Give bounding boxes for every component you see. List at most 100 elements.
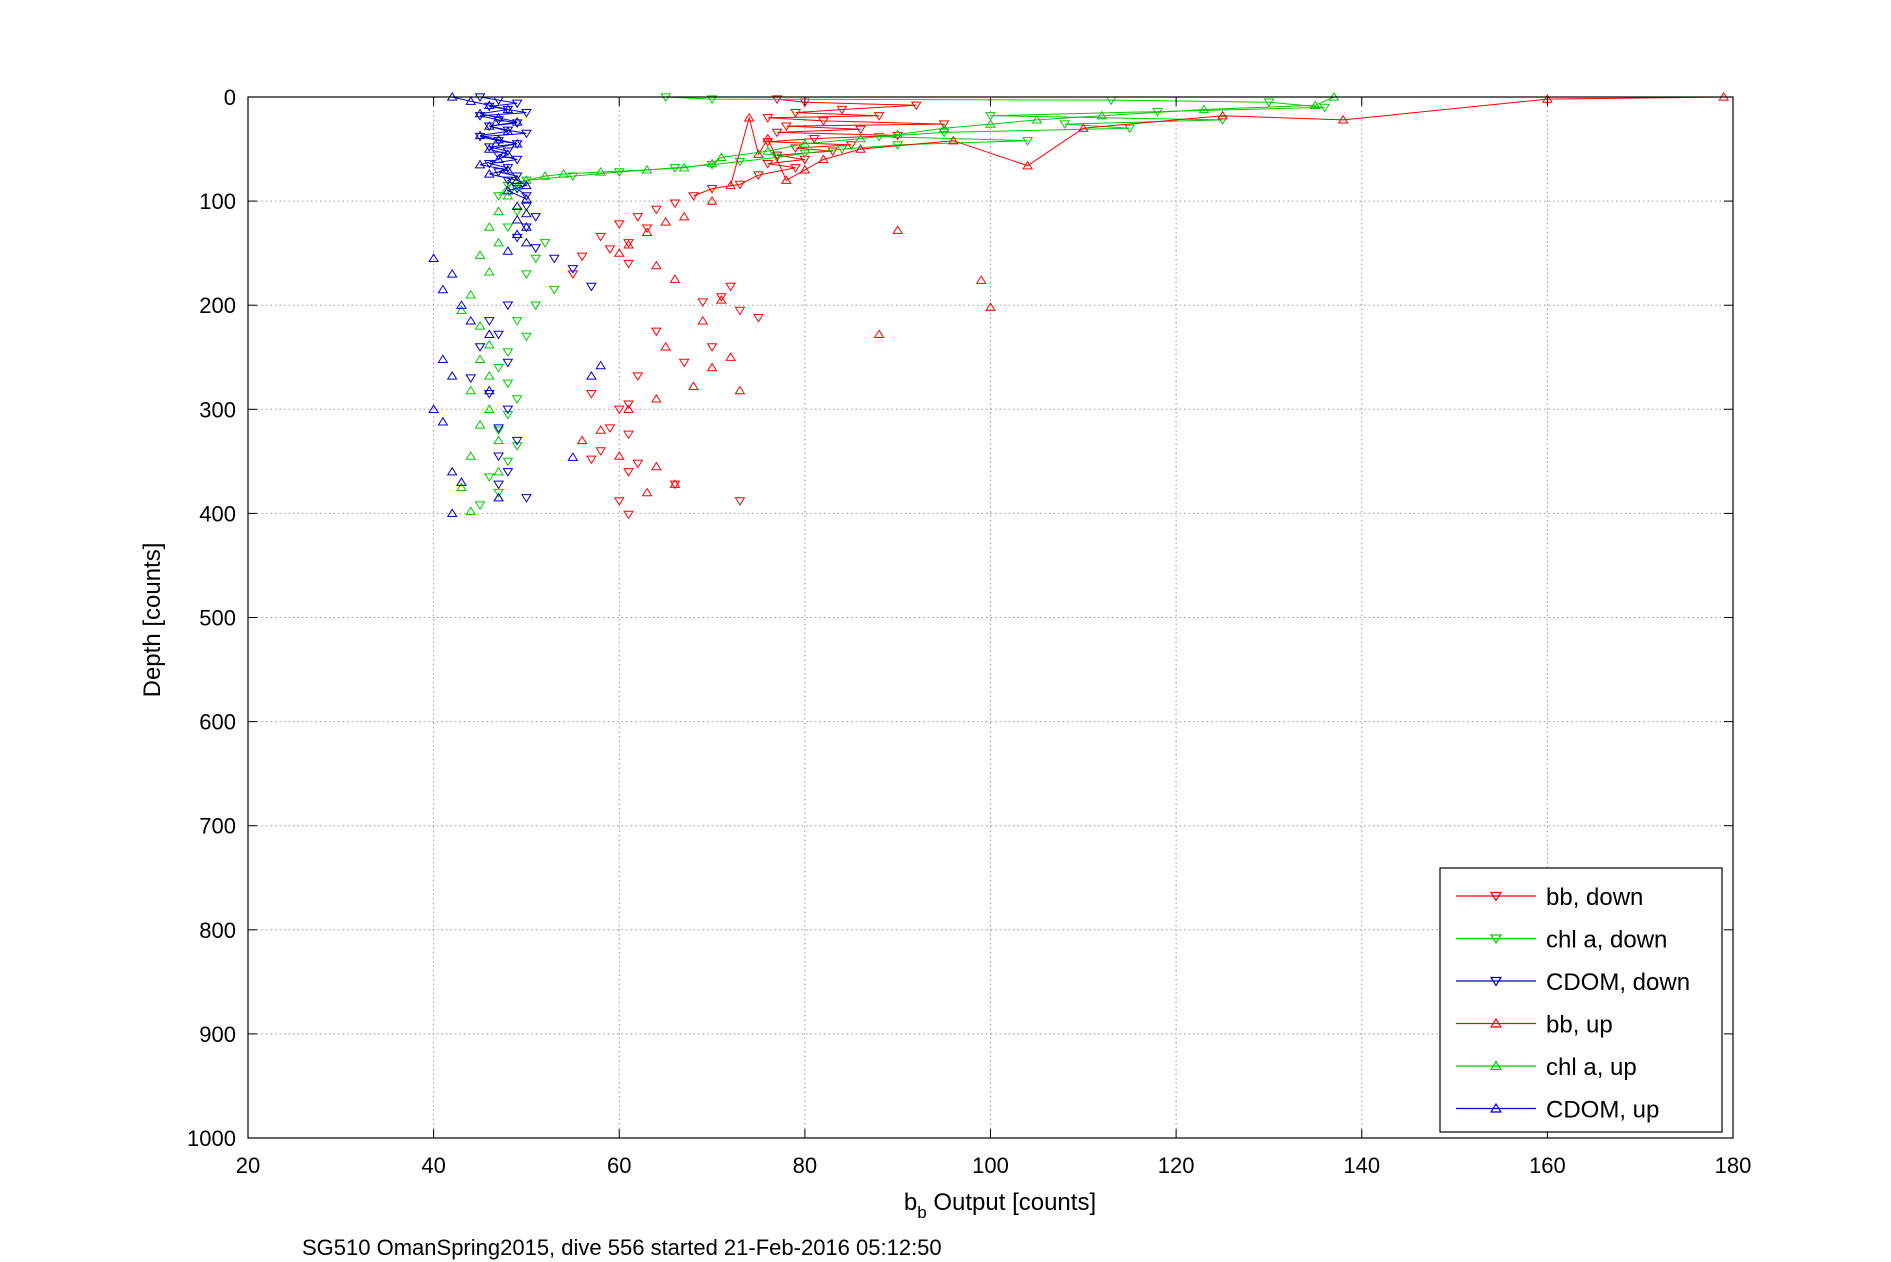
x-tick-label: 160 <box>1529 1153 1566 1178</box>
data-point <box>632 459 644 469</box>
data-point <box>558 169 569 178</box>
data-point <box>456 300 467 309</box>
data-point <box>697 315 709 325</box>
data-point <box>465 96 477 105</box>
data-point <box>1319 103 1331 113</box>
legend-swatch-marker <box>1489 934 1503 945</box>
data-point <box>511 155 523 165</box>
data-point <box>808 134 820 144</box>
y-axis-label: Depth [counts] <box>139 543 166 698</box>
data-point <box>465 385 477 395</box>
data-point <box>465 374 477 384</box>
data-point <box>511 395 523 404</box>
x-axis-label-main: b <box>904 1189 917 1216</box>
data-point <box>836 145 848 155</box>
data-point <box>502 185 514 195</box>
data-point <box>827 147 839 157</box>
data-point <box>521 180 532 190</box>
data-point <box>836 105 848 115</box>
data-point <box>1124 124 1136 134</box>
data-point <box>641 164 653 174</box>
data-point <box>1263 98 1275 108</box>
data-point <box>483 339 495 349</box>
data-point <box>502 164 514 173</box>
data-point <box>706 158 718 168</box>
data-point <box>502 410 514 420</box>
data-point <box>521 222 532 231</box>
data-point <box>1217 116 1228 125</box>
data-point <box>521 108 532 118</box>
data-point <box>595 425 607 434</box>
data-point <box>493 435 504 445</box>
x-tick-label: 40 <box>421 1153 445 1178</box>
data-point <box>706 196 718 205</box>
data-point <box>780 175 792 184</box>
data-point <box>521 208 532 218</box>
data-point <box>790 108 801 118</box>
data-point <box>790 164 801 173</box>
data-point <box>511 119 523 129</box>
data-point <box>660 341 672 351</box>
data-point <box>799 155 811 165</box>
series-line <box>507 96 1335 197</box>
data-point <box>567 265 579 274</box>
data-point <box>650 205 662 215</box>
data-point <box>511 317 523 326</box>
data-point <box>493 452 504 462</box>
data-point <box>483 266 495 276</box>
data-point <box>938 128 950 138</box>
data-point <box>493 364 504 373</box>
x-tick-label: 180 <box>1715 1153 1752 1178</box>
data-point <box>623 239 634 249</box>
data-point <box>771 153 783 163</box>
y-tick-label: 400 <box>199 501 236 526</box>
data-point <box>790 144 801 154</box>
x-axis-label-rest: Output [counts] <box>927 1189 1096 1216</box>
data-point <box>650 393 662 403</box>
data-point <box>502 181 514 191</box>
x-tick-label: 20 <box>236 1153 260 1178</box>
data-point <box>493 237 504 247</box>
y-tick-label: 900 <box>199 1022 236 1047</box>
y-tick-label: 700 <box>199 814 236 839</box>
data-point <box>576 435 588 445</box>
data-point <box>483 100 495 109</box>
data-point <box>465 315 477 325</box>
data-point <box>1059 120 1071 130</box>
y-tick-label: 100 <box>199 189 236 214</box>
data-point <box>706 362 718 372</box>
legend: bb, down chl a, down CDOM, down bb, up chl a… <box>1439 867 1723 1133</box>
data-point <box>706 161 718 170</box>
data-point <box>855 133 866 143</box>
data-point <box>483 404 495 413</box>
data-point <box>1031 114 1043 124</box>
data-point <box>502 246 514 255</box>
data-point <box>623 239 634 248</box>
data-point <box>474 112 486 121</box>
data-point <box>483 385 495 395</box>
data-point <box>493 330 504 340</box>
data-point <box>1337 114 1349 124</box>
data-point <box>892 129 904 139</box>
data-point <box>623 430 634 440</box>
data-point <box>632 372 644 381</box>
data-point <box>771 128 783 138</box>
data-point <box>613 220 625 229</box>
data-point <box>465 506 477 515</box>
data-point <box>753 314 764 323</box>
data-point <box>511 229 523 239</box>
data-point <box>511 116 523 126</box>
data-point <box>985 119 996 128</box>
data-point <box>456 305 467 315</box>
data-point <box>437 284 449 294</box>
y-tick-label: 300 <box>199 397 236 422</box>
data-point <box>985 112 996 121</box>
data-point <box>502 468 514 477</box>
x-tick-label: 80 <box>793 1153 817 1178</box>
series-4 <box>456 92 1340 515</box>
data-point <box>493 426 504 436</box>
data-point <box>688 192 699 201</box>
legend-label: chl a, up <box>1546 1054 1637 1081</box>
data-point <box>428 253 440 263</box>
data-point <box>799 164 811 174</box>
